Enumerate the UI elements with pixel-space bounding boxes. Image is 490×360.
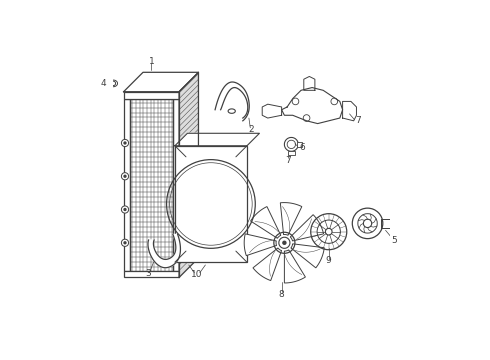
Text: 1: 1 — [148, 57, 154, 66]
Text: 9: 9 — [326, 256, 332, 265]
Polygon shape — [343, 102, 356, 121]
Polygon shape — [291, 244, 324, 268]
Polygon shape — [262, 104, 282, 118]
Polygon shape — [215, 82, 249, 121]
Circle shape — [282, 240, 287, 245]
Bar — [288, 151, 294, 155]
Circle shape — [123, 141, 126, 145]
Bar — [123, 92, 179, 99]
Polygon shape — [253, 248, 282, 280]
Circle shape — [123, 241, 126, 244]
Circle shape — [123, 175, 126, 178]
Text: 6: 6 — [299, 144, 305, 153]
Text: 7: 7 — [286, 156, 292, 165]
Text: 5: 5 — [391, 235, 397, 244]
Circle shape — [122, 139, 128, 147]
Text: 2: 2 — [248, 125, 254, 134]
Circle shape — [122, 173, 128, 180]
Text: 3: 3 — [146, 269, 151, 278]
Text: 8: 8 — [279, 289, 285, 298]
Circle shape — [123, 208, 126, 211]
Polygon shape — [280, 203, 302, 235]
Polygon shape — [148, 234, 180, 268]
Bar — [175, 146, 247, 262]
Bar — [130, 99, 173, 270]
Circle shape — [122, 206, 128, 213]
Polygon shape — [244, 234, 276, 256]
Polygon shape — [175, 133, 259, 146]
Text: 7: 7 — [355, 116, 361, 125]
Polygon shape — [179, 72, 198, 278]
Bar — [123, 270, 179, 278]
Polygon shape — [250, 207, 281, 238]
Bar — [173, 99, 179, 270]
Polygon shape — [123, 72, 198, 92]
Polygon shape — [291, 215, 323, 241]
Bar — [297, 141, 302, 147]
Circle shape — [122, 239, 128, 246]
Text: 10: 10 — [191, 270, 203, 279]
Polygon shape — [282, 87, 343, 123]
Polygon shape — [304, 76, 315, 90]
Bar — [123, 99, 130, 270]
Polygon shape — [381, 219, 390, 228]
Bar — [130, 99, 173, 270]
Polygon shape — [284, 250, 305, 283]
Text: 4: 4 — [100, 79, 106, 88]
